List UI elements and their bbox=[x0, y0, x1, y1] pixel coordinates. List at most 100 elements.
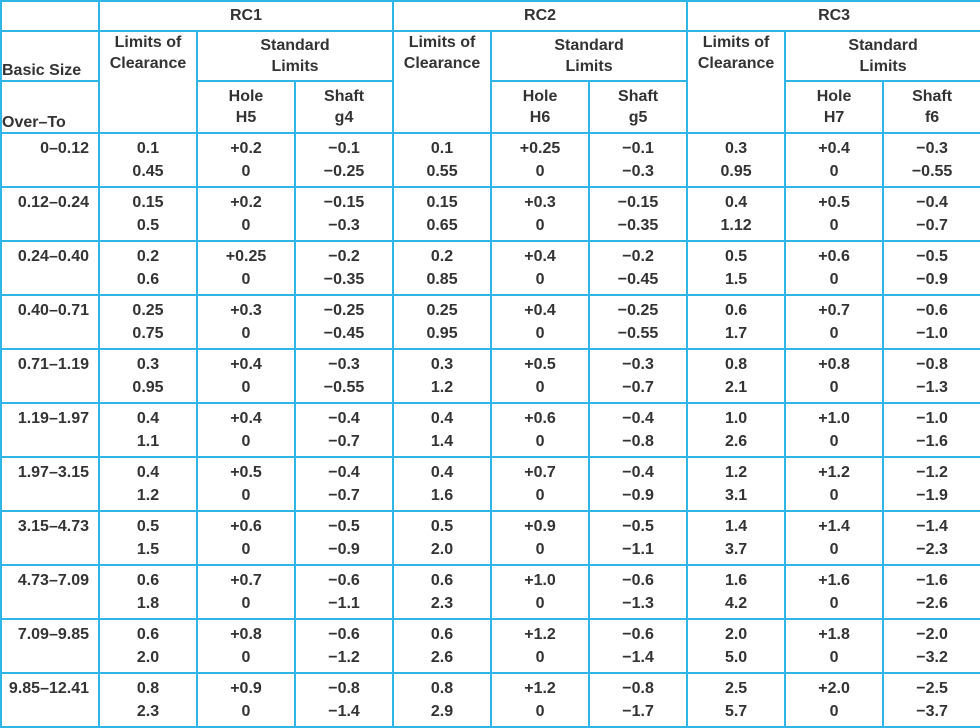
limit-value: 2.0 bbox=[724, 626, 748, 643]
limit-value: 0 bbox=[535, 487, 545, 504]
limit-value-cell: +1.6 0 bbox=[784, 564, 885, 620]
limit-value-cell: 0.25 0.75 bbox=[98, 294, 198, 350]
limit-value-cell: −0.1 −0.3 bbox=[588, 132, 689, 188]
limit-value-cell: 1.6 4.2 bbox=[686, 564, 787, 620]
limit-value: +0.2 bbox=[230, 194, 262, 211]
limit-value: 0 bbox=[829, 325, 839, 342]
limit-value-cell: −0.25 −0.55 bbox=[588, 294, 689, 350]
limit-value: +0.6 bbox=[818, 248, 850, 265]
limit-value: −1.1 bbox=[622, 541, 654, 558]
limit-value: −0.3 bbox=[622, 356, 654, 373]
limit-value: +0.2 bbox=[230, 140, 262, 157]
basic-size-range: 3.15–4.73 bbox=[0, 510, 100, 566]
limits-of-clearance-header-rc3: Limits of Clearance bbox=[686, 30, 787, 134]
limits-of-clearance-header-rc1: Limits of Clearance bbox=[98, 30, 198, 134]
limit-value: +0.25 bbox=[225, 248, 267, 265]
limit-value: 0.6 bbox=[430, 572, 454, 589]
limit-value-cell: −0.1 −0.25 bbox=[293, 132, 395, 188]
limit-value: 1.8 bbox=[136, 595, 160, 612]
limit-value: +0.4 bbox=[230, 356, 262, 373]
limit-value: 0 bbox=[829, 271, 839, 288]
limit-value: 0.8 bbox=[430, 680, 454, 697]
limit-value-cell: −0.2 −0.45 bbox=[588, 240, 689, 296]
limit-value: −0.4 bbox=[622, 410, 654, 427]
limit-value-cell: 0.15 0.5 bbox=[98, 186, 198, 242]
limit-value-cell: −0.6 −1.0 bbox=[882, 294, 980, 350]
limit-value: −1.2 bbox=[916, 464, 948, 481]
limit-value: −0.15 bbox=[617, 194, 659, 211]
limit-value: −0.4 bbox=[916, 194, 948, 211]
limit-value: −1.6 bbox=[916, 433, 948, 450]
limit-value: 0 bbox=[535, 595, 545, 612]
limit-value-cell: +1.2 0 bbox=[490, 672, 591, 728]
limit-value: +0.8 bbox=[818, 356, 850, 373]
limit-value-cell: 0.8 2.3 bbox=[98, 672, 198, 728]
limit-value: +0.7 bbox=[818, 302, 850, 319]
limit-value: +0.6 bbox=[524, 410, 556, 427]
limit-value: −1.1 bbox=[328, 595, 360, 612]
limit-value-cell: 0.3 0.95 bbox=[98, 348, 198, 404]
limit-value: −0.35 bbox=[323, 271, 365, 288]
limit-value: +1.6 bbox=[818, 572, 850, 589]
limit-value: −1.4 bbox=[916, 518, 948, 535]
limit-value: 0 bbox=[829, 433, 839, 450]
limit-value: 0 bbox=[829, 487, 839, 504]
limit-value: 0 bbox=[829, 649, 839, 666]
limit-value: −0.3 bbox=[916, 140, 948, 157]
standard-limits-header-rc3: Standard Limits bbox=[784, 30, 980, 82]
limit-value: −2.6 bbox=[916, 595, 948, 612]
basic-size-range: 1.19–1.97 bbox=[0, 402, 100, 458]
limit-value: 0 bbox=[241, 163, 251, 180]
limit-value: 2.0 bbox=[136, 649, 160, 666]
limit-value: −2.3 bbox=[916, 541, 948, 558]
limit-value: −0.25 bbox=[617, 302, 659, 319]
limit-value-cell: 0.5 2.0 bbox=[392, 510, 493, 566]
limit-value-cell: 0.6 2.0 bbox=[98, 618, 198, 674]
limit-value: 3.7 bbox=[724, 541, 748, 558]
limit-value: 2.5 bbox=[724, 680, 748, 697]
limit-value-cell: −0.6 −1.1 bbox=[293, 564, 395, 620]
standard-limits-header-rc1: Standard Limits bbox=[195, 30, 395, 82]
limit-value-cell: −0.8 −1.3 bbox=[882, 348, 980, 404]
limit-value-cell: −0.6 −1.2 bbox=[293, 618, 395, 674]
limit-value-cell: +0.6 0 bbox=[196, 510, 296, 566]
limit-value: 2.3 bbox=[430, 595, 454, 612]
limit-value: −0.7 bbox=[916, 217, 948, 234]
limit-value-cell: +0.4 0 bbox=[196, 348, 296, 404]
limit-value-cell: +0.7 0 bbox=[490, 456, 591, 512]
limit-value: −0.8 bbox=[622, 680, 654, 697]
limit-value: 0 bbox=[829, 595, 839, 612]
limit-value: +0.9 bbox=[524, 518, 556, 535]
limit-value-cell: 0.3 0.95 bbox=[686, 132, 787, 188]
limit-value: +0.8 bbox=[230, 626, 262, 643]
limit-value: 5.7 bbox=[724, 703, 748, 720]
limit-value: +1.2 bbox=[524, 626, 556, 643]
basic-size-range: 4.73–7.09 bbox=[0, 564, 100, 620]
limit-value: 2.9 bbox=[430, 703, 454, 720]
limit-value-cell: −2.0 −3.2 bbox=[882, 618, 980, 674]
limit-value: 0 bbox=[535, 271, 545, 288]
limit-value: 0 bbox=[535, 325, 545, 342]
table-row: 0.71–1.19 0.3 0.95 +0.4 0 −0.3 −0.55 0.3 1.2 +0.… bbox=[0, 348, 980, 404]
limit-value-cell: −0.5 −0.9 bbox=[882, 240, 980, 296]
limit-value: 1.6 bbox=[724, 572, 748, 589]
limit-value: 1.12 bbox=[720, 217, 752, 234]
limit-value-cell: −0.8 −1.7 bbox=[588, 672, 689, 728]
limit-value: −0.5 bbox=[622, 518, 654, 535]
group-header-rc2: RC2 bbox=[392, 0, 689, 32]
limit-value: +0.3 bbox=[230, 302, 262, 319]
limit-value: 0 bbox=[535, 379, 545, 396]
limit-value-cell: +0.8 0 bbox=[784, 348, 885, 404]
limit-value: 1.7 bbox=[724, 325, 748, 342]
standard-limits-header-rc2: Standard Limits bbox=[490, 30, 689, 82]
limit-value: 0.8 bbox=[724, 356, 748, 373]
limit-value: 0.25 bbox=[426, 302, 458, 319]
limit-value: +0.3 bbox=[524, 194, 556, 211]
limit-value-cell: +0.4 0 bbox=[490, 240, 591, 296]
limit-value: 0.6 bbox=[136, 572, 160, 589]
limit-value: +0.4 bbox=[230, 410, 262, 427]
limit-value: −0.55 bbox=[617, 325, 659, 342]
limit-value: +1.2 bbox=[818, 464, 850, 481]
limit-value: 0 bbox=[535, 433, 545, 450]
limit-value: 0.3 bbox=[136, 356, 160, 373]
